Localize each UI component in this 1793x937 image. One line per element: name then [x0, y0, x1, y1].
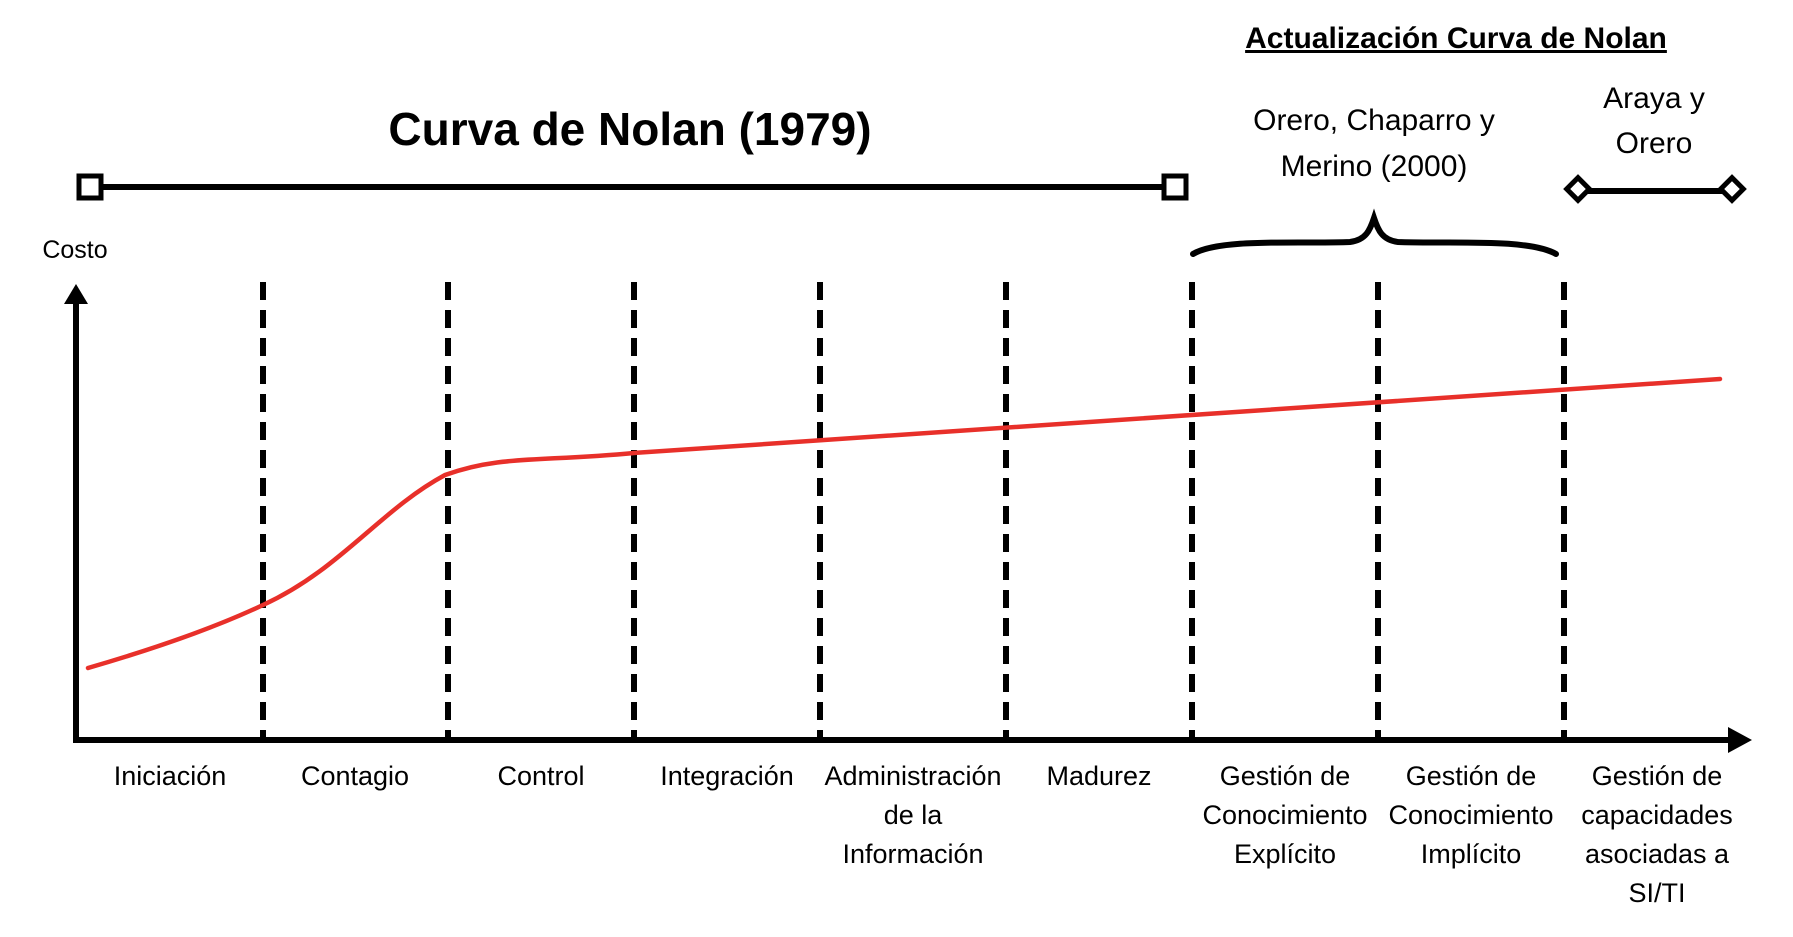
stage-label-line: Madurez	[1046, 761, 1151, 791]
stage-label-line: Integración	[660, 761, 794, 791]
stage-dividers	[260, 282, 1567, 738]
stage-label-6: Madurez	[1046, 761, 1151, 791]
stage-label-line: Contagio	[301, 761, 409, 791]
stage-label-line: Información	[842, 839, 983, 869]
y-axis-arrow-icon	[64, 284, 88, 304]
nolan-1979-range-bar	[76, 173, 1189, 201]
stage-label-line: Implícito	[1421, 839, 1522, 869]
stage-label-line: de la	[884, 800, 944, 830]
stage-label-8: Gestión de Conocimiento Implícito	[1388, 761, 1553, 869]
stage-label-line: SI/TI	[1628, 878, 1685, 908]
stage-label-line: capacidades	[1581, 800, 1733, 830]
stage-labels: Iniciación Contagio Control Integración Admi…	[114, 761, 1733, 908]
range-end-square-icon	[1161, 173, 1189, 201]
stage-label-line: Gestión de	[1406, 761, 1537, 791]
diagram-title: Curva de Nolan (1979)	[388, 103, 871, 155]
stage-label-line: Conocimiento	[1388, 800, 1553, 830]
authors-araya-orero-line2: Orero	[1616, 127, 1693, 160]
authors-araya-orero-line1: Araya y	[1603, 82, 1705, 115]
stage-label-line: Control	[497, 761, 584, 791]
stage-label-line: Administración	[824, 761, 1001, 791]
x-axis-arrow-icon	[1728, 727, 1752, 753]
cost-curve	[85, 376, 1723, 671]
stage-label-1: Iniciación	[114, 761, 227, 791]
stage-label-5: Administración de la Información	[824, 761, 1001, 869]
update-title: Actualización Curva de Nolan	[1245, 22, 1667, 55]
stage-label-2: Contagio	[301, 761, 409, 791]
stage-label-line: asociadas a	[1585, 839, 1730, 869]
stage-label-line: Explícito	[1234, 839, 1336, 869]
stage-label-4: Integración	[660, 761, 794, 791]
range-start-square-icon	[76, 173, 104, 201]
stage-label-line: Gestión de	[1220, 761, 1351, 791]
y-axis-label: Costo	[42, 236, 107, 264]
stage-label-line: Conocimiento	[1202, 800, 1367, 830]
stage-label-7: Gestión de Conocimiento Explícito	[1202, 761, 1367, 869]
authors-orero-chaparro-merino-line2: Merino (2000)	[1281, 150, 1468, 183]
range-start-diamond-icon	[1563, 174, 1593, 204]
stage-label-3: Control	[497, 761, 584, 791]
curly-brace-icon	[1190, 208, 1559, 257]
stage-label-line: Iniciación	[114, 761, 227, 791]
araya-orero-range-bar	[1563, 174, 1747, 204]
authors-orero-chaparro-merino-line1: Orero, Chaparro y	[1253, 104, 1495, 137]
range-end-diamond-icon	[1717, 174, 1747, 204]
stage-label-9: Gestión de capacidades asociadas a SI/TI	[1581, 761, 1733, 908]
stage-label-line: Gestión de	[1592, 761, 1723, 791]
